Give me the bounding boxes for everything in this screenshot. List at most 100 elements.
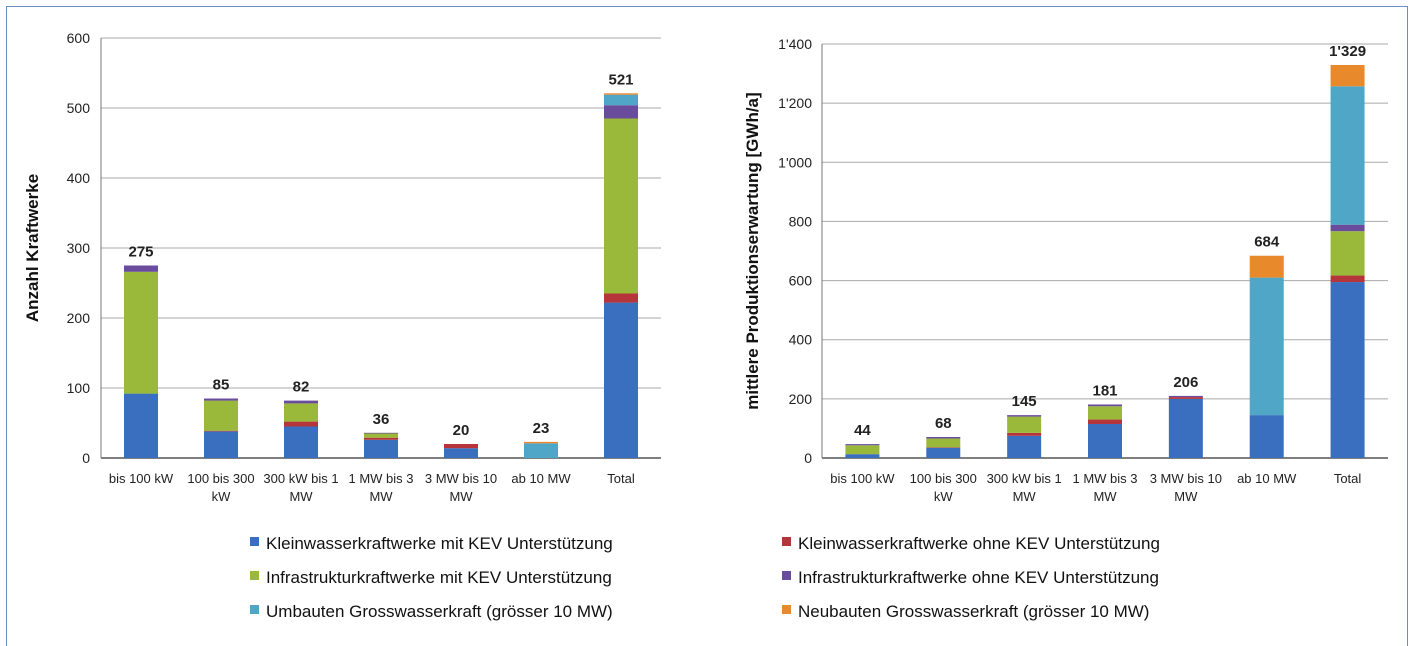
bar-segment bbox=[1088, 419, 1122, 424]
bar-segment bbox=[926, 437, 961, 439]
bar-segment bbox=[284, 400, 318, 404]
legend-swatch bbox=[250, 605, 259, 614]
legend-swatch bbox=[250, 571, 259, 580]
bar-segment bbox=[1007, 415, 1042, 417]
bar-total-label: 82 bbox=[293, 379, 310, 396]
bar-segment bbox=[1007, 416, 1042, 433]
legend: Kleinwasserkraftwerke mit KEV Unterstütz… bbox=[250, 534, 1160, 621]
legend-swatch bbox=[782, 537, 791, 546]
bar-segment bbox=[604, 93, 638, 95]
bar-total-label: 181 bbox=[1092, 382, 1117, 399]
y-tick-label: 600 bbox=[789, 273, 813, 289]
y-tick-label: 0 bbox=[82, 450, 90, 466]
bar-segment bbox=[926, 447, 961, 458]
bar-segment bbox=[444, 448, 478, 458]
bar-total-label: 1'329 bbox=[1329, 43, 1366, 60]
bar-total-label: 68 bbox=[935, 415, 952, 432]
bar-segment bbox=[1168, 398, 1203, 458]
x-tick-label: Total bbox=[1334, 471, 1362, 486]
x-tick-label: MW bbox=[1013, 489, 1037, 504]
bar-segment bbox=[204, 431, 238, 458]
bar-segment bbox=[845, 444, 880, 446]
bar-segment bbox=[364, 433, 398, 438]
y-tick-label: 0 bbox=[804, 450, 812, 466]
chart-frame bbox=[6, 6, 1408, 646]
bar-segment bbox=[524, 441, 558, 444]
y-axis-label: mittlere Produktionserwartung [GWh/a] bbox=[743, 92, 762, 409]
bar-segment bbox=[604, 105, 638, 119]
bar-segment bbox=[364, 437, 398, 440]
bar-total-label: 36 bbox=[373, 411, 390, 428]
bar-segment bbox=[1088, 406, 1122, 420]
y-tick-label: 1'400 bbox=[778, 36, 812, 52]
x-tick-label: 1 MW bis 3 bbox=[1072, 471, 1137, 486]
bar-segment bbox=[204, 430, 238, 432]
bar-segment bbox=[1007, 432, 1042, 436]
bar-total-label: 521 bbox=[608, 71, 633, 88]
bar-total-label: 275 bbox=[128, 244, 153, 261]
bar-segment bbox=[1330, 64, 1365, 87]
legend-swatch bbox=[250, 537, 259, 546]
bar-segment bbox=[1330, 275, 1365, 283]
bar-segment bbox=[1330, 231, 1365, 276]
y-tick-label: 300 bbox=[67, 240, 91, 256]
bar-segment bbox=[926, 438, 961, 448]
bar-total-label: 684 bbox=[1254, 234, 1280, 251]
chart-anzahl-kraftwerke: 0 100 200 300 400 500 600 Anzahl Kraftwerke 275 b… bbox=[23, 30, 661, 504]
bar-segment bbox=[124, 393, 158, 458]
bar-total-label: 145 bbox=[1012, 393, 1037, 410]
x-tick-label: MW bbox=[1174, 489, 1198, 504]
x-tick-label: ab 10 MW bbox=[511, 471, 571, 486]
x-tick-label: 100 bis 300 bbox=[910, 471, 977, 486]
bar-segment bbox=[604, 302, 638, 458]
y-tick-label: 100 bbox=[67, 380, 91, 396]
bar-segment bbox=[1330, 86, 1365, 225]
legend-label: Neubauten Grosswasserkraft (grösser 10 M… bbox=[798, 602, 1149, 621]
bar-segment bbox=[284, 426, 318, 458]
y-axis-label: Anzahl Kraftwerke bbox=[23, 174, 42, 322]
legend-label: Infrastrukturkraftwerke ohne KEV Unterst… bbox=[798, 568, 1159, 587]
bar-segment bbox=[845, 454, 880, 458]
bar-segment bbox=[204, 400, 238, 431]
x-tick-label: MW bbox=[449, 489, 473, 504]
bar-total-label: 23 bbox=[533, 420, 550, 437]
bar-segment bbox=[1088, 404, 1122, 407]
bar-segment bbox=[926, 447, 961, 448]
x-tick-label: 1 MW bis 3 bbox=[348, 471, 413, 486]
bar-segment bbox=[1249, 277, 1284, 416]
bar-segment bbox=[204, 398, 238, 401]
bar-segment bbox=[444, 444, 478, 449]
legend-label: Umbauten Grosswasserkraft (grösser 10 MW… bbox=[266, 602, 613, 621]
x-tick-label: kW bbox=[934, 489, 954, 504]
bar-segment bbox=[604, 293, 638, 303]
y-tick-label: 600 bbox=[67, 30, 91, 46]
bar-segment bbox=[124, 265, 158, 272]
x-tick-label: bis 100 kW bbox=[830, 471, 895, 486]
bar-segment bbox=[1168, 397, 1203, 399]
x-tick-label: bis 100 kW bbox=[109, 471, 174, 486]
x-tick-label: 3 MW bis 10 bbox=[425, 471, 497, 486]
x-tick-label: MW bbox=[289, 489, 313, 504]
legend-swatch bbox=[782, 571, 791, 580]
x-tick-label: 300 kW bis 1 bbox=[263, 471, 338, 486]
bar-segment bbox=[1330, 224, 1365, 232]
bar-segment bbox=[284, 403, 318, 422]
legend-swatch bbox=[782, 605, 791, 614]
bar-segment bbox=[845, 445, 880, 455]
y-tick-label: 200 bbox=[789, 391, 813, 407]
legend-label: Infrastrukturkraftwerke mit KEV Unterstü… bbox=[266, 568, 612, 587]
bar-segment bbox=[364, 432, 398, 434]
chart-produktionserwartung: 0 200 400 600 800 1'000 1'200 1'400 mittlere Pro… bbox=[743, 36, 1388, 504]
y-tick-label: 200 bbox=[67, 310, 91, 326]
y-tick-label: 400 bbox=[789, 332, 813, 348]
bar-segment bbox=[604, 94, 638, 106]
bar-total-label: 85 bbox=[213, 377, 230, 394]
bar-segment bbox=[1007, 435, 1042, 458]
bar-segment bbox=[1088, 423, 1122, 458]
bar-segment bbox=[1249, 255, 1284, 278]
x-tick-label: kW bbox=[212, 489, 232, 504]
y-tick-label: 1'200 bbox=[778, 95, 812, 111]
y-tick-label: 800 bbox=[789, 213, 813, 229]
bar-segment bbox=[124, 271, 158, 394]
bar-segment bbox=[1168, 395, 1203, 398]
